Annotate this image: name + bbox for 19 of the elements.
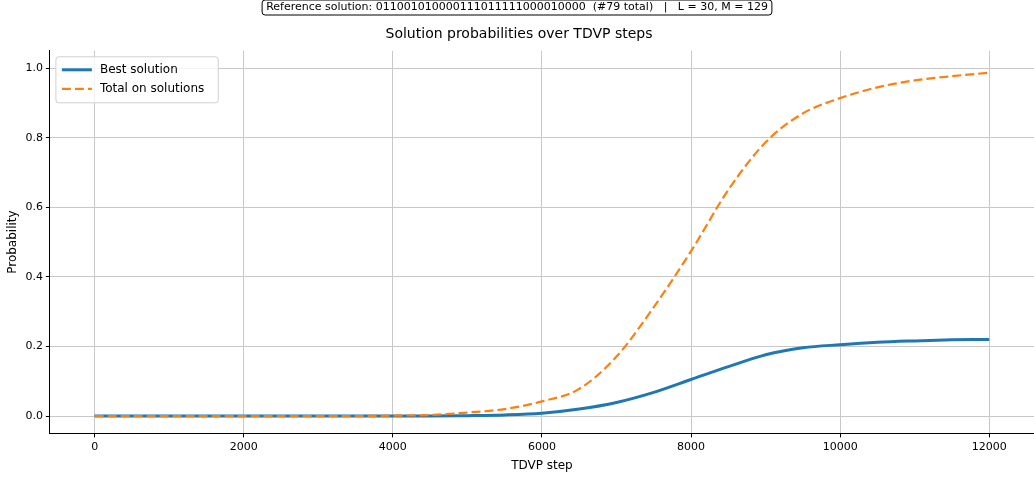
- x-tick-label: 10000: [822, 439, 858, 453]
- chart-title: Solution probabilities over TDVP steps: [385, 25, 653, 42]
- y-tick-label: 0.2: [25, 339, 43, 353]
- x-tick-label: 12000: [971, 439, 1007, 453]
- x-tick-label: 0: [91, 439, 99, 453]
- y-tick-label: 0.4: [25, 269, 43, 283]
- y-tick-label: 1.0: [25, 61, 43, 75]
- x-tick-label: 4000: [378, 439, 407, 453]
- chart-subtitle: Reference solution: 011001010000111011111000010000 (#79 total) | L = 30, M = 129: [266, 0, 768, 14]
- y-tick-label: 0.0: [25, 408, 43, 422]
- x-axis-title: TDVP step: [510, 457, 573, 472]
- legend-label: Total on solutions: [98, 80, 205, 95]
- x-tick-label: 6000: [527, 439, 556, 453]
- x-tick-label: 8000: [677, 439, 706, 453]
- legend-label: Best solution: [99, 61, 178, 76]
- y-tick-label: 0.6: [25, 200, 43, 214]
- x-tick-label: 2000: [229, 439, 258, 453]
- y-axis-title: Probability: [5, 210, 20, 274]
- y-tick-label: 0.8: [25, 130, 43, 144]
